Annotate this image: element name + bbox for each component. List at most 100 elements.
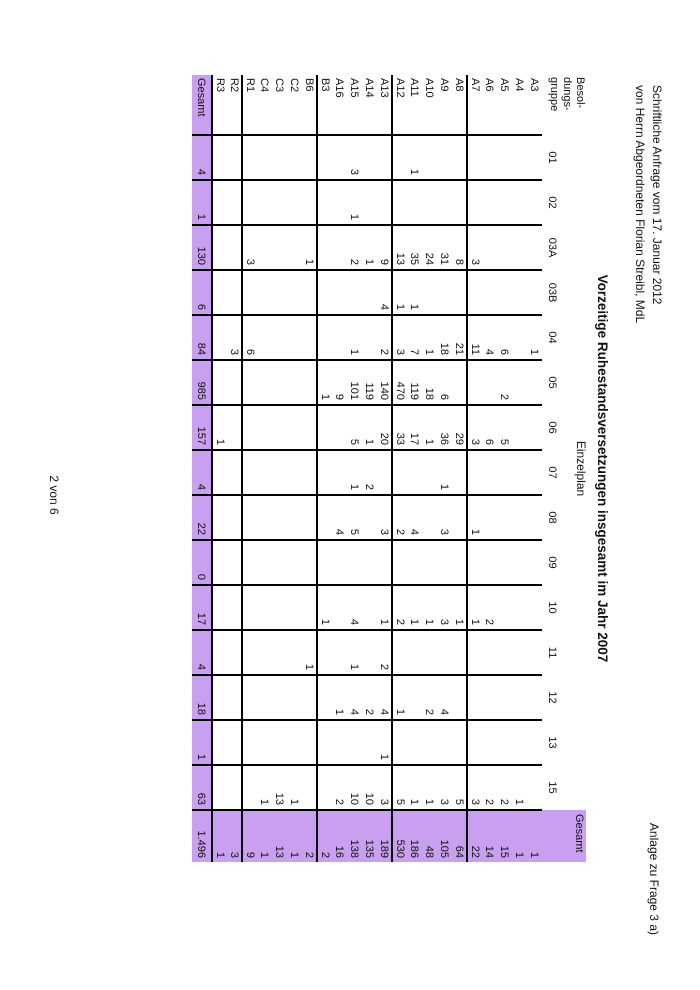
cell-A11-11 <box>407 630 422 675</box>
cell-A8-08 <box>452 495 467 540</box>
cell-A4-03A <box>512 225 527 270</box>
row-label: A10 <box>423 78 436 98</box>
table-row-A3: A3 1 1 <box>527 75 542 862</box>
cell-B6-02 <box>302 180 317 225</box>
cell-A10-13 <box>422 720 437 765</box>
table-row-B6: B6 1 1 2 <box>302 75 317 862</box>
cell-C4-15: 1 <box>257 765 272 810</box>
cell-A6-03A <box>482 225 497 270</box>
cell-A5-02 <box>497 180 512 225</box>
cell-R3-02 <box>212 180 227 225</box>
cell-A7-07 <box>467 450 482 495</box>
cell-C2-01 <box>287 135 302 180</box>
cell-A10-01 <box>422 135 437 180</box>
cell-A7-06: 3 <box>467 405 482 450</box>
total-15: 63 <box>192 765 212 810</box>
cell-R3-15 <box>212 765 227 810</box>
cell-A9-05: 6 <box>437 360 452 405</box>
cell-R1-03A: 3 <box>242 225 257 270</box>
cell-A12-08: 2 <box>392 495 407 540</box>
row-total-R2: 3 <box>227 810 242 862</box>
table-row-A8: A8 8 21 29 1 5 64 <box>452 75 467 862</box>
cell-R2-10 <box>227 585 242 630</box>
cell-R3-03A <box>212 225 227 270</box>
cell-A16-09 <box>332 540 347 585</box>
cell-A14-15: 10 <box>362 765 377 810</box>
cell-A12-09 <box>392 540 407 585</box>
row-total-A6: 14 <box>482 810 497 862</box>
table-row-A11: A11 1 35 1 7 119 17 4 1 1 186 <box>407 75 422 862</box>
cell-C2-09 <box>287 540 302 585</box>
cell-A10-09 <box>422 540 437 585</box>
cell-A6-08 <box>482 495 497 540</box>
table-row-A9: A9 31 18 6 36 1 3 3 4 3 105 <box>437 75 452 862</box>
cell-B6-05 <box>302 360 317 405</box>
cell-R2-15 <box>227 765 242 810</box>
row-total-C4: 1 <box>257 810 272 862</box>
cell-A6-15: 2 <box>482 765 497 810</box>
cell-A8-04: 21 <box>452 315 467 360</box>
cell-C3-12 <box>272 675 287 720</box>
cell-C2-03A <box>287 225 302 270</box>
cell-A6-03B <box>482 270 497 315</box>
total-11: 4 <box>192 630 212 675</box>
cell-A9-11 <box>437 630 452 675</box>
row-total-A7: 22 <box>467 810 482 862</box>
cell-A16-06 <box>332 405 347 450</box>
cell-A6-05 <box>482 360 497 405</box>
corner-header-line: gruppe <box>548 77 560 112</box>
cell-A13-10: 1 <box>377 585 392 630</box>
column-header-03A: 03A <box>546 237 558 258</box>
cell-B3-13 <box>317 720 332 765</box>
cell-B6-12 <box>302 675 317 720</box>
cell-A5-03A <box>497 225 512 270</box>
cell-B6-08 <box>302 495 317 540</box>
cell-A6-06: 6 <box>482 405 497 450</box>
row-label: B3 <box>319 78 331 92</box>
cell-A11-15: 1 <box>407 765 422 810</box>
cell-A12-02 <box>392 180 407 225</box>
cell-A12-01 <box>392 135 407 180</box>
row-label: C2 <box>288 78 301 93</box>
cell-B6-03A: 1 <box>302 225 317 270</box>
total-03B: 6 <box>192 270 212 315</box>
row-total-A5: 15 <box>497 810 512 862</box>
row-label: A11 <box>408 78 421 97</box>
row-total-C3: 13 <box>272 810 287 862</box>
cell-A8-06: 29 <box>452 405 467 450</box>
column-header-10: 10 <box>546 601 558 614</box>
cell-A10-08 <box>422 495 437 540</box>
cell-A9-09 <box>437 540 452 585</box>
cell-A3-03B <box>527 270 542 315</box>
cell-A3-07 <box>527 450 542 495</box>
cell-A3-05 <box>527 360 542 405</box>
cell-A12-13 <box>392 720 407 765</box>
cell-B3-02 <box>317 180 332 225</box>
cell-C4-03B <box>257 270 272 315</box>
cell-A14-08 <box>362 495 377 540</box>
cell-B6-07 <box>302 450 317 495</box>
row-total-A15: 138 <box>347 810 362 862</box>
cell-R1-13 <box>242 720 257 765</box>
cell-A11-01: 1 <box>407 135 422 180</box>
cell-A15-02: 1 <box>347 180 362 225</box>
cell-C3-11 <box>272 630 287 675</box>
cell-A14-11 <box>362 630 377 675</box>
cell-A15-10: 4 <box>347 585 362 630</box>
cell-A9-04: 18 <box>437 315 452 360</box>
cell-A3-06 <box>527 405 542 450</box>
row-label: A9 <box>438 78 451 92</box>
cell-R3-01 <box>212 135 227 180</box>
cell-R1-11 <box>242 630 257 675</box>
cell-C3-05 <box>272 360 287 405</box>
cell-B6-06 <box>302 405 317 450</box>
cell-A6-13 <box>482 720 497 765</box>
row-label: A14 <box>363 78 376 98</box>
cell-B3-12 <box>317 675 332 720</box>
row-total-A16: 16 <box>332 810 347 862</box>
column-header-01: 01 <box>546 151 558 164</box>
total-01: 4 <box>192 135 212 180</box>
cell-A16-07 <box>332 450 347 495</box>
cell-C3-10 <box>272 585 287 630</box>
